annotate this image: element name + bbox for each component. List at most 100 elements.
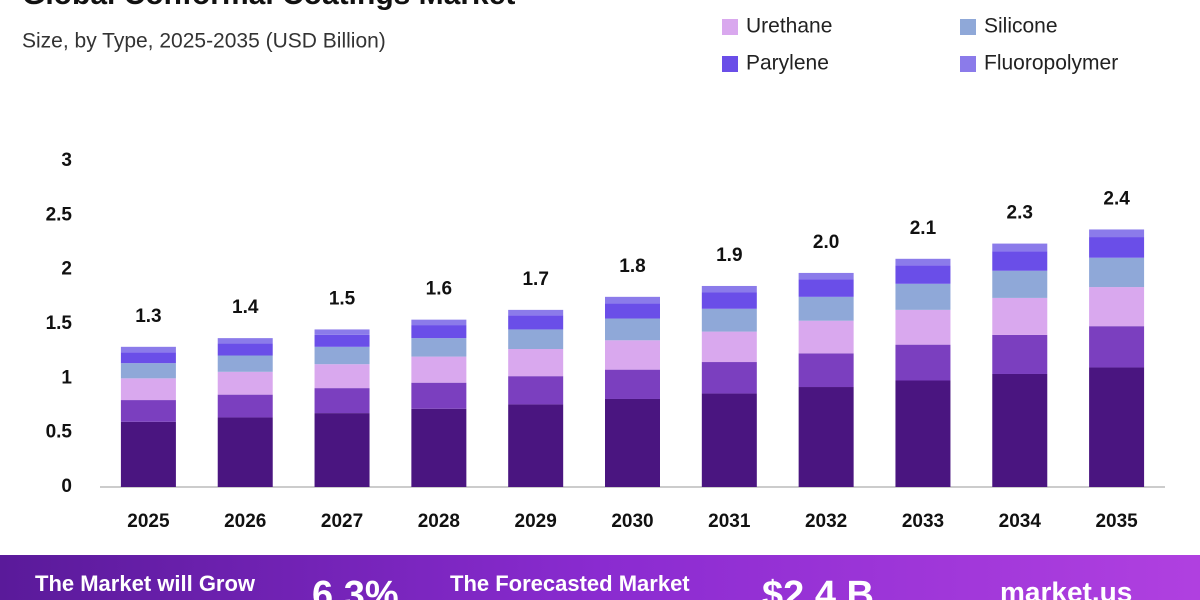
bar-segment bbox=[895, 258, 951, 266]
bar-segment bbox=[120, 421, 176, 487]
legend-swatch bbox=[960, 56, 976, 72]
y-tick-label: 1.5 bbox=[46, 313, 73, 334]
bar-segment bbox=[120, 346, 176, 353]
bar-segment bbox=[217, 343, 273, 356]
bar-segment bbox=[895, 283, 951, 310]
bar-segment bbox=[1089, 367, 1145, 487]
x-tick-label: 2032 bbox=[805, 511, 847, 532]
bar-segment bbox=[508, 404, 564, 487]
bar-segment bbox=[508, 309, 564, 316]
banner bbox=[0, 555, 1200, 600]
bar-segment bbox=[605, 398, 660, 487]
bar-segment bbox=[1089, 237, 1145, 258]
bar-segment bbox=[314, 346, 370, 365]
bar-segment bbox=[411, 382, 467, 409]
bar-segment bbox=[314, 388, 370, 414]
x-tick-label: 2035 bbox=[1095, 511, 1138, 532]
y-tick-label: 2.5 bbox=[46, 204, 73, 225]
bar-segment bbox=[798, 320, 854, 354]
bar-segment bbox=[605, 296, 660, 304]
bar-segment bbox=[895, 265, 951, 284]
bar-segment bbox=[217, 355, 273, 372]
y-tick-label: 1 bbox=[61, 367, 72, 388]
brand: market.us bbox=[1000, 576, 1132, 600]
bar-segment bbox=[217, 417, 273, 487]
bar-segment bbox=[798, 279, 854, 297]
total-label: 1.9 bbox=[716, 245, 742, 266]
bar-segment bbox=[1089, 326, 1145, 368]
legend-label: Urethane bbox=[746, 15, 832, 38]
y-tick-label: 0 bbox=[61, 476, 72, 497]
x-tick-label: 2034 bbox=[999, 511, 1042, 532]
legend-swatch bbox=[960, 19, 976, 35]
bar-segment bbox=[508, 315, 564, 330]
total-label: 1.3 bbox=[135, 306, 161, 327]
total-label: 2.0 bbox=[813, 232, 839, 253]
x-tick-label: 2025 bbox=[127, 511, 170, 532]
bar-segment bbox=[120, 363, 176, 379]
bar-segment bbox=[798, 296, 854, 321]
total-label: 2.1 bbox=[910, 218, 937, 239]
bar-segment bbox=[217, 371, 273, 395]
bar-segment bbox=[508, 329, 564, 349]
bar-segment bbox=[992, 243, 1048, 252]
legend-label: Fluoropolymer bbox=[984, 52, 1118, 75]
bar-segment bbox=[992, 373, 1048, 487]
bar-segment bbox=[798, 387, 854, 487]
bar-segment bbox=[701, 362, 757, 394]
bar-segment bbox=[992, 297, 1048, 335]
bar-segment bbox=[605, 303, 660, 319]
legend-label: Silicone bbox=[984, 15, 1058, 38]
x-tick-label: 2031 bbox=[708, 511, 751, 532]
bar-segment bbox=[701, 308, 757, 332]
x-tick-label: 2028 bbox=[418, 511, 460, 532]
total-label: 1.7 bbox=[522, 269, 548, 290]
chart-title: Global Conformal Coatings Market bbox=[22, 0, 515, 11]
y-tick-label: 3 bbox=[61, 150, 72, 171]
banner-text: The Forecasted Market bbox=[450, 571, 690, 596]
banner-value: 6.3% bbox=[312, 574, 399, 600]
bar-segment bbox=[1089, 257, 1145, 288]
bar-segment bbox=[120, 400, 176, 422]
y-tick-label: 2 bbox=[61, 259, 72, 280]
x-tick-label: 2033 bbox=[902, 511, 944, 532]
bar-segment bbox=[992, 270, 1048, 298]
bar-segment bbox=[314, 329, 370, 335]
legend-label: Parylene bbox=[746, 52, 829, 75]
bar-segment bbox=[314, 364, 370, 389]
bar-segment bbox=[217, 394, 273, 418]
bar-segment bbox=[895, 344, 951, 381]
bar-segment bbox=[895, 309, 951, 345]
total-label: 1.5 bbox=[329, 288, 356, 309]
bar-segment bbox=[992, 251, 1048, 271]
x-tick-label: 2026 bbox=[224, 511, 266, 532]
x-tick-label: 2030 bbox=[611, 511, 653, 532]
bar-segment bbox=[411, 356, 467, 383]
bar-segment bbox=[411, 325, 467, 339]
bar-segment bbox=[798, 353, 854, 388]
total-label: 2.3 bbox=[1007, 203, 1033, 224]
bar-segment bbox=[411, 338, 467, 357]
bar-segment bbox=[120, 378, 176, 401]
bar-segment bbox=[314, 413, 370, 487]
total-label: 1.4 bbox=[232, 297, 259, 318]
total-label: 2.4 bbox=[1103, 188, 1130, 209]
bar-segment bbox=[314, 334, 370, 347]
bar-segment bbox=[605, 318, 660, 341]
bar-segment bbox=[701, 331, 757, 363]
total-label: 1.8 bbox=[619, 256, 645, 277]
x-tick-label: 2027 bbox=[321, 511, 363, 532]
bar-segment bbox=[798, 272, 854, 280]
banner-value: $2.4 B bbox=[762, 574, 874, 600]
total-label: 1.6 bbox=[426, 279, 452, 300]
bar-segment bbox=[895, 380, 951, 487]
bar-segment bbox=[605, 340, 660, 370]
legend-swatch bbox=[722, 56, 738, 72]
chart-subtitle: Size, by Type, 2025-2035 (USD Billion) bbox=[22, 30, 386, 53]
bar-segment bbox=[508, 348, 564, 377]
bar-segment bbox=[1089, 287, 1145, 327]
bar-segment bbox=[120, 352, 176, 364]
bar-segment bbox=[217, 338, 273, 344]
x-tick-label: 2029 bbox=[515, 511, 557, 532]
